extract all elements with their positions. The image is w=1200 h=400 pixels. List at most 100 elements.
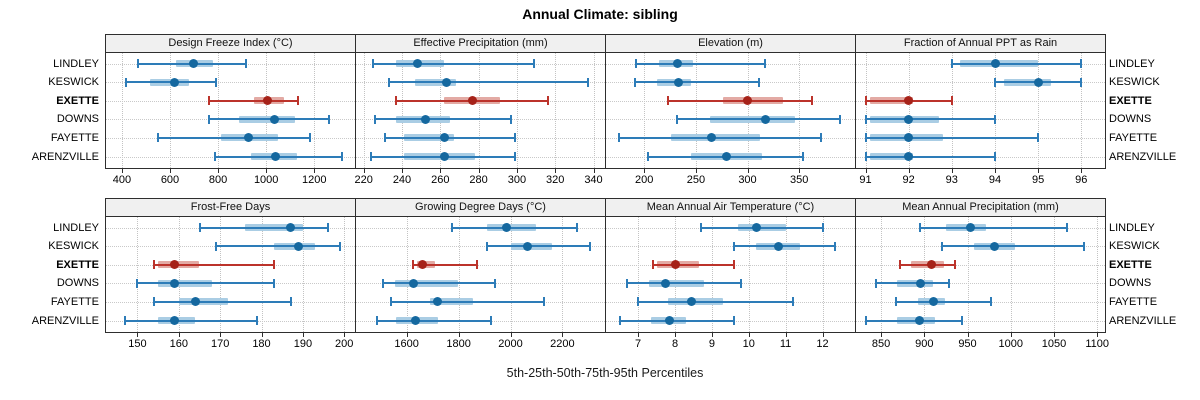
gridline-vertical: [748, 217, 750, 332]
panel-growing-degree-days-c: Growing Degree Days (°C): [355, 198, 606, 333]
whisker-cap-5th: [633, 77, 636, 87]
axis-tick-label: 220: [354, 174, 373, 186]
gridline-vertical: [924, 217, 926, 332]
percentile-whisker-5-95: [487, 245, 590, 248]
axis-tick-label: 600: [160, 174, 180, 186]
whisker-cap-95th: [821, 223, 824, 232]
axis-tick-label: 800: [208, 174, 228, 186]
whisker-cap-5th: [136, 278, 139, 288]
whisker-cap-5th: [372, 59, 375, 68]
median-dot: [965, 223, 975, 232]
median-dot: [989, 241, 999, 251]
gridline-vertical: [1081, 53, 1083, 168]
whisker-cap-95th: [588, 241, 591, 251]
median-dot: [706, 133, 716, 143]
axis-tick-label: 400: [112, 174, 132, 186]
whisker-cap-95th: [733, 316, 735, 325]
whisker-cap-5th: [136, 59, 139, 68]
axis-tick-label: 250: [686, 174, 706, 186]
median-dot: [904, 152, 914, 161]
whisker-cap-95th: [514, 152, 516, 161]
whisker-cap-95th: [256, 316, 259, 325]
whisker-cap-5th: [153, 297, 155, 307]
site-label-right-arenzville: ARENZVILLE: [1109, 150, 1177, 163]
panel-title: Design Freeze Index (°C): [106, 35, 355, 53]
whisker-cap-95th: [960, 316, 963, 325]
median-dot: [926, 260, 936, 270]
panel-frost-free-days: Frost-Free Days: [105, 198, 356, 333]
whisker-cap-95th: [586, 77, 589, 87]
axis-tick: [593, 169, 595, 173]
axis-tick: [924, 333, 926, 337]
whisker-cap-95th: [326, 223, 329, 232]
percentile-whisker-5-95: [619, 319, 734, 322]
median-dot: [262, 96, 272, 106]
panel-effective-precipitation-mm: Effective Precipitation (mm): [355, 34, 606, 169]
gridline-vertical: [695, 53, 697, 168]
percentile-whisker-5-95: [734, 245, 836, 248]
axis-tick-label: 93: [945, 174, 958, 186]
gridline-vertical: [908, 53, 910, 168]
axis-tick: [865, 169, 867, 173]
whisker-cap-5th: [374, 114, 377, 124]
median-dot: [468, 96, 478, 106]
gridline-vertical: [406, 217, 408, 332]
median-dot: [170, 278, 180, 288]
whisker-cap-5th: [733, 241, 735, 251]
site-label-left-arenzville: ARENZVILLE: [31, 314, 99, 327]
percentile-whisker-5-95: [388, 81, 588, 84]
whisker-cap-95th: [819, 133, 822, 143]
axis-tick-label: 260: [431, 174, 450, 186]
axis-tick-label: 2000: [498, 338, 523, 350]
site-label-left-fayette: FAYETTE: [50, 131, 99, 144]
panel-plot-area: [606, 217, 855, 332]
whisker-cap-95th: [810, 96, 813, 106]
percentile-whisker-5-95: [875, 282, 949, 285]
gridline-vertical: [1097, 217, 1099, 332]
percentile-whisker-5-95: [951, 62, 1082, 65]
axis-tick: [261, 333, 263, 337]
median-dot: [670, 260, 680, 270]
whisker-cap-5th: [157, 133, 159, 143]
gridline-vertical: [220, 217, 222, 332]
whisker-cap-5th: [637, 297, 640, 307]
panel-plot-area: [356, 217, 605, 332]
percentile-whisker-5-95: [941, 245, 1085, 248]
axis-tick-label: 91: [859, 174, 872, 186]
percentile-whisker-5-95: [158, 136, 310, 139]
whisker-cap-5th: [676, 114, 679, 124]
site-label-right-exette: EXETTE: [1109, 94, 1152, 107]
percentile-whisker-5-95: [154, 300, 291, 303]
median-dot: [411, 316, 421, 325]
whisker-cap-5th: [375, 316, 378, 325]
whisker-cap-95th: [493, 278, 496, 288]
axis-tick-label: 1000: [253, 174, 279, 186]
whisker-cap-5th: [899, 260, 902, 270]
whisker-cap-5th: [994, 77, 996, 87]
percentile-whisker-5-95: [634, 81, 759, 84]
gridline-vertical: [478, 53, 480, 168]
gridline-vertical: [1010, 217, 1012, 332]
gridline-horizontal: [356, 246, 605, 248]
site-label-right-lindley: LINDLEY: [1109, 221, 1155, 234]
site-label-left-exette: EXETTE: [56, 258, 99, 271]
whisker-cap-95th: [1080, 59, 1083, 68]
gridline-vertical: [261, 217, 263, 332]
panel-title: Effective Precipitation (mm): [356, 35, 605, 53]
whisker-cap-5th: [390, 297, 393, 307]
gridline-vertical: [178, 217, 180, 332]
whisker-cap-5th: [207, 96, 210, 106]
gridline-vertical: [344, 217, 346, 332]
whisker-cap-5th: [894, 297, 897, 307]
whisker-cap-95th: [994, 114, 996, 124]
whisker-cap-5th: [382, 278, 385, 288]
gridline-vertical: [440, 53, 442, 168]
axis-tick-label: 94: [988, 174, 1002, 186]
site-label-left-keswick: KESWICK: [48, 76, 99, 89]
percentile-whisker-5-95: [865, 155, 995, 158]
axis-tick: [711, 333, 713, 337]
whisker-cap-95th: [214, 77, 217, 87]
panel-design-freeze-index-c: Design Freeze Index (°C): [105, 34, 356, 169]
median-dot: [243, 133, 253, 143]
axis-tick: [402, 169, 403, 173]
